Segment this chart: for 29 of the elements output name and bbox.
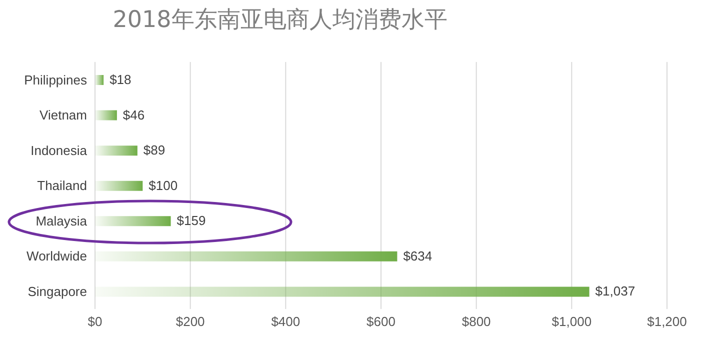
bar [95, 286, 590, 297]
y-tick-label: Worldwide [26, 248, 87, 264]
bar [95, 216, 171, 226]
data-label: $46 [122, 107, 145, 122]
data-label: $89 [143, 142, 166, 158]
y-tick-label: Indonesia [30, 142, 88, 158]
x-tick-label: $400 [271, 314, 300, 330]
bar [95, 75, 104, 85]
bar [95, 146, 138, 156]
x-tick-label: $1,200 [647, 314, 687, 330]
data-label: $1,037 [595, 284, 636, 299]
bar [95, 110, 117, 120]
y-tick-label: Thailand [37, 178, 87, 194]
y-tick-label: Philippines [24, 72, 88, 88]
x-tick-label: $0 [88, 314, 102, 330]
y-tick-label: Vietnam [40, 108, 87, 123]
data-label: $18 [110, 72, 132, 87]
bar [95, 251, 398, 262]
data-label: $100 [148, 178, 178, 193]
chart-title: 2018年东南亚电商人均消费水平 [112, 6, 448, 35]
x-tick-label: $200 [176, 314, 205, 330]
y-tick-label: Singapore [28, 284, 87, 299]
x-tick-label: $1,000 [552, 314, 592, 330]
data-label: $159 [176, 213, 206, 228]
bar [95, 180, 143, 191]
y-tick-label: Malaysia [36, 213, 88, 228]
x-tick-label: $600 [366, 314, 396, 330]
x-tick-label: $800 [462, 314, 491, 330]
data-label: $634 [403, 248, 432, 264]
